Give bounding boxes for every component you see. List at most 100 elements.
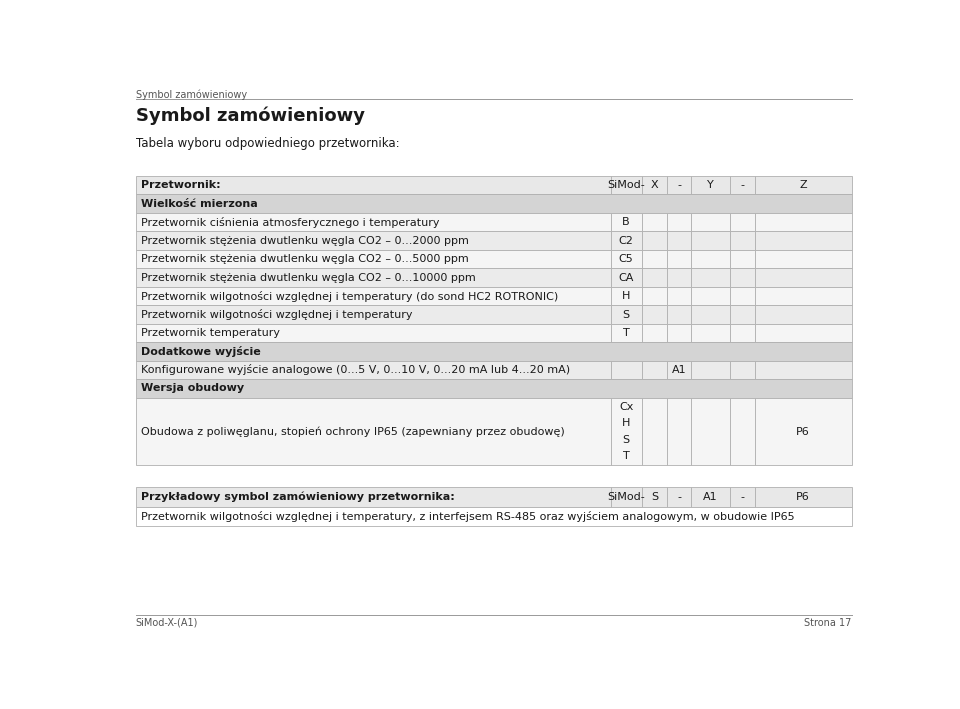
Text: X: X [651, 180, 659, 190]
Bar [611, 324, 641, 342]
Bar [730, 176, 755, 194]
Text: -: - [740, 492, 744, 502]
Bar [641, 231, 667, 250]
Bar [755, 287, 852, 306]
Text: C2: C2 [618, 235, 634, 245]
Text: Przetwornik:: Przetwornik: [141, 180, 221, 190]
Text: -: - [677, 492, 682, 502]
Bar [611, 176, 641, 194]
Text: Dodatkowe wyjście: Dodatkowe wyjście [141, 346, 261, 357]
Text: Y: Y [708, 180, 714, 190]
Bar [730, 306, 755, 324]
Text: A1: A1 [704, 492, 718, 502]
Bar [641, 268, 667, 287]
Text: Symbol zamówieniowy: Symbol zamówieniowy [135, 90, 247, 100]
Bar [641, 487, 667, 507]
Bar [611, 231, 641, 250]
Bar [611, 287, 641, 306]
Bar [611, 213, 641, 231]
Bar [135, 324, 611, 342]
Text: SiMod-: SiMod- [608, 180, 645, 190]
Bar [691, 487, 730, 507]
Text: Wersja obudowy: Wersja obudowy [141, 384, 244, 393]
Bar [641, 398, 667, 466]
Text: Cx
H
S
T: Cx H S T [619, 402, 634, 461]
Bar [135, 287, 611, 306]
Bar [135, 342, 852, 361]
Bar [730, 231, 755, 250]
Bar [755, 176, 852, 194]
Bar [135, 361, 611, 379]
Bar [730, 324, 755, 342]
Bar [691, 250, 730, 268]
Bar [667, 213, 691, 231]
Bar [135, 507, 852, 525]
Text: B: B [622, 217, 630, 227]
Text: Przetwornik wilgotności względnej i temperatury, z interfejsem RS-485 oraz wyjśc: Przetwornik wilgotności względnej i temp… [141, 510, 795, 522]
Bar [730, 213, 755, 231]
Bar [641, 287, 667, 306]
Text: Tabela wyboru odpowiedniego przetwornika:: Tabela wyboru odpowiedniego przetwornika… [135, 138, 399, 150]
Text: P6: P6 [796, 492, 810, 502]
Bar [135, 231, 611, 250]
Bar [667, 361, 691, 379]
Text: S: S [622, 310, 630, 320]
Bar [641, 213, 667, 231]
Bar [135, 194, 852, 213]
Text: Przetwornik wilgotności względnej i temperatury (do sond HC2 ROTRONIC): Przetwornik wilgotności względnej i temp… [141, 291, 558, 301]
Text: Przetwornik stężenia dwutlenku węgla CO2 – 0...5000 ppm: Przetwornik stężenia dwutlenku węgla CO2… [141, 254, 468, 264]
Text: P6: P6 [796, 427, 810, 437]
Bar [755, 361, 852, 379]
Bar [691, 176, 730, 194]
Bar [641, 250, 667, 268]
Text: Przetwornik stężenia dwutlenku węgla CO2 – 0...2000 ppm: Przetwornik stężenia dwutlenku węgla CO2… [141, 235, 468, 245]
Bar [135, 176, 611, 194]
Bar [691, 231, 730, 250]
Bar [667, 287, 691, 306]
Bar [667, 487, 691, 507]
Text: Przetwornik stężenia dwutlenku węgla CO2 – 0...10000 ppm: Przetwornik stężenia dwutlenku węgla CO2… [141, 272, 475, 283]
Text: Symbol zamówieniowy: Symbol zamówieniowy [135, 106, 365, 125]
Bar [135, 213, 611, 231]
Bar [641, 324, 667, 342]
Text: -: - [677, 180, 682, 190]
Bar [611, 398, 641, 466]
Bar [667, 306, 691, 324]
Bar [667, 324, 691, 342]
Bar [755, 324, 852, 342]
Text: Przykładowy symbol zamówieniowy przetwornika:: Przykładowy symbol zamówieniowy przetwor… [141, 492, 455, 502]
Text: SiMod-X-(A1): SiMod-X-(A1) [135, 618, 198, 627]
Text: Z: Z [800, 180, 807, 190]
Bar [755, 213, 852, 231]
Bar [730, 250, 755, 268]
Bar [730, 487, 755, 507]
Text: Przetwornik ciśnienia atmosferycznego i temperatury: Przetwornik ciśnienia atmosferycznego i … [141, 217, 440, 228]
Text: C5: C5 [618, 254, 634, 264]
Bar [135, 398, 611, 466]
Bar [730, 361, 755, 379]
Bar [755, 398, 852, 466]
Bar [611, 487, 641, 507]
Bar [667, 268, 691, 287]
Text: -: - [740, 180, 744, 190]
Bar [691, 287, 730, 306]
Text: SiMod-: SiMod- [608, 492, 645, 502]
Bar [641, 176, 667, 194]
Bar [755, 306, 852, 324]
Bar [691, 268, 730, 287]
Text: A1: A1 [672, 365, 686, 375]
Bar [730, 398, 755, 466]
Bar [667, 176, 691, 194]
Text: Przetwornik temperatury: Przetwornik temperatury [141, 328, 280, 338]
Text: Wielkość mierzona: Wielkość mierzona [141, 199, 257, 208]
Bar [611, 361, 641, 379]
Text: S: S [651, 492, 658, 502]
Text: CA: CA [618, 272, 634, 283]
Bar [135, 379, 852, 398]
Bar [611, 306, 641, 324]
Bar [135, 250, 611, 268]
Bar [135, 306, 611, 324]
Text: Przetwornik wilgotności względnej i temperatury: Przetwornik wilgotności względnej i temp… [141, 309, 413, 320]
Bar [667, 398, 691, 466]
Bar [667, 250, 691, 268]
